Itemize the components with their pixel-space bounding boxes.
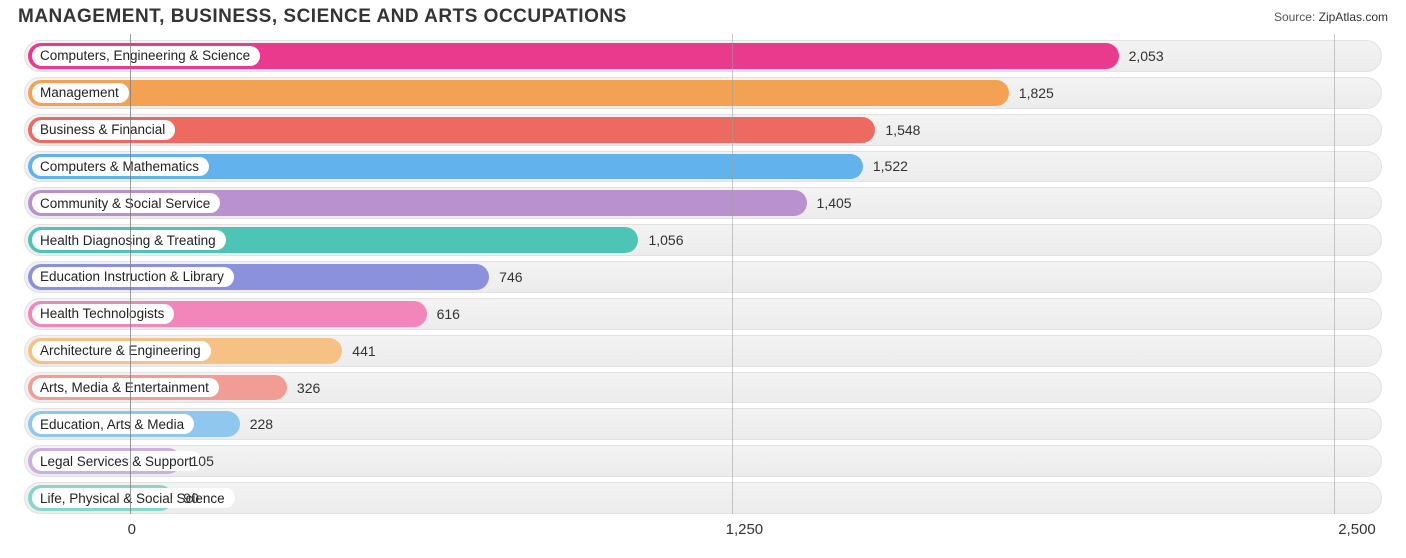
bar-track <box>24 445 1382 477</box>
value-label: 616 <box>437 298 460 330</box>
category-label: Architecture & Engineering <box>32 341 211 361</box>
x-axis-tick: 0 <box>128 521 136 538</box>
value-label: 105 <box>191 445 214 477</box>
value-label: 228 <box>250 408 273 440</box>
value-label: 1,522 <box>873 151 908 183</box>
category-label: Arts, Media & Entertainment <box>32 378 219 398</box>
bar-row: Health Technologists 616 <box>24 298 1382 330</box>
bar-row: Computers & Mathematics 1,522 <box>24 151 1382 183</box>
plot-area: Computers, Engineering & Science 2,053 Man… <box>24 34 1382 514</box>
bar-row: Education, Arts & Media 228 <box>24 408 1382 440</box>
chart-title: MANAGEMENT, BUSINESS, SCIENCE AND ARTS O… <box>18 6 627 28</box>
bar-row: Community & Social Service 1,405 <box>24 187 1382 219</box>
source-label: Source: <box>1274 10 1315 24</box>
bar-row: Computers, Engineering & Science 2,053 <box>24 40 1382 72</box>
bar-row: Health Diagnosing & Treating 1,056 <box>24 224 1382 256</box>
bar-row: Arts, Media & Entertainment 326 <box>24 372 1382 404</box>
x-axis-tick: 2,500 <box>1338 521 1376 538</box>
category-label: Life, Physical & Social Science <box>32 488 235 508</box>
value-label: 1,825 <box>1019 77 1054 109</box>
gridline <box>130 34 131 514</box>
category-label: Health Technologists <box>32 304 174 324</box>
value-label: 1,548 <box>885 114 920 146</box>
source-value: ZipAtlas.com <box>1319 10 1388 24</box>
category-label: Community & Social Service <box>32 193 220 213</box>
gridline <box>1334 34 1335 514</box>
value-label: 326 <box>297 372 320 404</box>
bar-row: Management 1,825 <box>24 77 1382 109</box>
bar-row: Business & Financial 1,548 <box>24 114 1382 146</box>
bar-row: Legal Services & Support105 <box>24 445 1382 477</box>
category-label: Computers & Mathematics <box>32 157 209 177</box>
category-label: Computers, Engineering & Science <box>32 46 260 66</box>
bar <box>28 80 1009 106</box>
bar-rows: Computers, Engineering & Science 2,053 Man… <box>24 36 1382 514</box>
gridline <box>732 34 733 514</box>
chart-header: MANAGEMENT, BUSINESS, SCIENCE AND ARTS O… <box>0 0 1406 32</box>
category-label: Education, Arts & Media <box>32 414 194 434</box>
category-label: Business & Financial <box>32 120 175 140</box>
bar-row: Life, Physical & Social Science90 <box>24 482 1382 514</box>
source-attribution: Source: ZipAtlas.com <box>1274 10 1388 24</box>
bar-row: Architecture & Engineering 441 <box>24 335 1382 367</box>
value-label: 2,053 <box>1129 40 1164 72</box>
category-label: Education Instruction & Library <box>32 267 234 287</box>
bar-row: Education Instruction & Library 746 <box>24 261 1382 293</box>
category-label: Health Diagnosing & Treating <box>32 230 226 250</box>
value-label: 90 <box>183 482 199 514</box>
chart-area: Computers, Engineering & Science 2,053 Man… <box>12 34 1394 544</box>
category-label: Management <box>32 83 129 103</box>
value-label: 746 <box>499 261 522 293</box>
value-label: 1,056 <box>648 224 683 256</box>
x-axis-tick: 1,250 <box>726 521 764 538</box>
value-label: 441 <box>352 335 375 367</box>
value-label: 1,405 <box>817 187 852 219</box>
category-label: Legal Services & Support <box>32 451 202 471</box>
